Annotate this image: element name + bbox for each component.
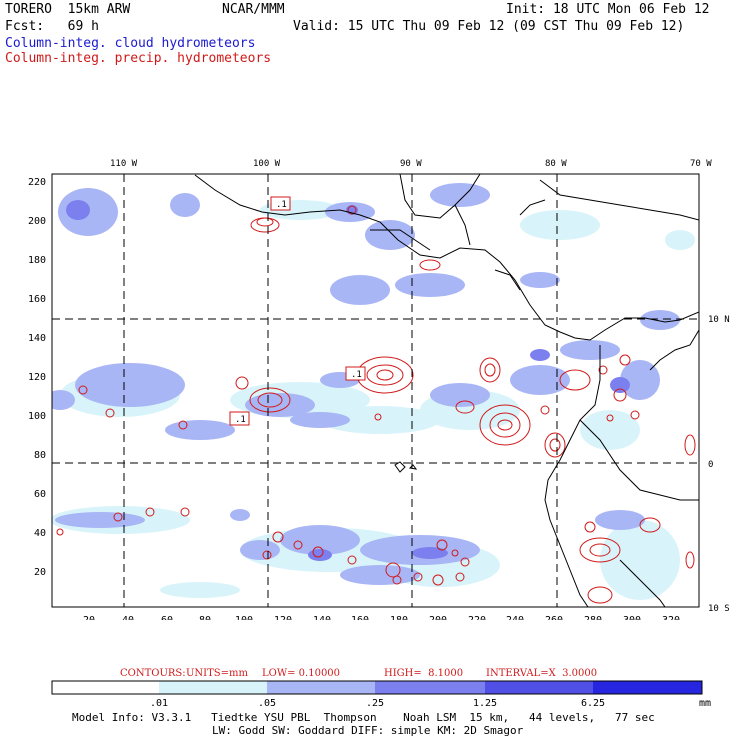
- x-tick-label: 160: [351, 615, 369, 620]
- y-tick-label: 140: [28, 333, 46, 344]
- contour-value-labels: .1 .1 .1: [229, 196, 366, 426]
- lon-label-100w: 100 W: [253, 159, 281, 169]
- y-tick-label: 160: [28, 294, 46, 305]
- y-tick-label: 40: [34, 528, 46, 539]
- colorbar-segment: [52, 681, 159, 694]
- colorbar-segment: [593, 681, 702, 694]
- lon-label-70w: 70 W: [690, 159, 712, 169]
- x-tick-label: 280: [584, 615, 602, 620]
- model-info-line2: LW: Godd SW: Goddard DIFF: simple KM: 2D…: [212, 724, 524, 737]
- colorbar-unit: mm: [699, 698, 711, 709]
- y-tick-label: 60: [34, 489, 46, 500]
- x-tick-label: 320: [662, 615, 680, 620]
- colorbar-segment: [485, 681, 593, 694]
- colorbar-tick: .25: [366, 698, 384, 709]
- x-tick-label: 220: [468, 615, 486, 620]
- lat-label-10s: 10 S: [708, 604, 730, 614]
- contour-info-units: UNITS=mm: [186, 668, 248, 679]
- precip-field-title: Column-integ. precip. hydrometeors: [5, 51, 272, 66]
- colorbar-segment: [159, 681, 267, 694]
- map-plot: 110 W 100 W 90 W 80 W 70 W 10 N 0 10 S: [28, 159, 730, 620]
- x-tick-label: 260: [545, 615, 563, 620]
- y-tick-label: 20: [34, 567, 46, 578]
- contour-info-label: CONTOURS:: [120, 668, 186, 679]
- model-title: TORERO 15km ARW: [5, 2, 131, 17]
- y-tick-label: 200: [28, 216, 46, 227]
- colorbar-tick: 6.25: [581, 698, 605, 709]
- y-tick-label: 100: [28, 411, 46, 422]
- x-tick-label: 140: [313, 615, 331, 620]
- coastlines: [194, 174, 699, 607]
- model-info-line1: Model Info: V3.3.1 Tiedtke YSU PBL Thomp…: [72, 711, 655, 724]
- y-tick-label: 80: [34, 450, 46, 461]
- lat-label-10n: 10 N: [708, 315, 730, 325]
- x-tick-label: 60: [161, 615, 173, 620]
- lon-label-80w: 80 W: [545, 159, 567, 169]
- lon-label-90w: 90 W: [400, 159, 422, 169]
- x-tick-label: 300: [623, 615, 641, 620]
- colorbar-tick: .01: [150, 698, 168, 709]
- valid-time: Valid: 15 UTC Thu 09 Feb 12 (09 CST Thu …: [293, 19, 685, 34]
- colorbar-tick: 1.25: [473, 698, 497, 709]
- contour-label: .1: [235, 415, 246, 425]
- contour-label: .1: [351, 370, 362, 380]
- colorbar: .01 .05 .25 1.25 6.25 mm: [51, 680, 711, 709]
- y-tick-label: 180: [28, 255, 46, 266]
- colorbar-segment: [267, 681, 375, 694]
- contour-info-low: LOW= 0.10000: [262, 668, 341, 679]
- organization-label: NCAR/MMM: [222, 2, 285, 17]
- x-tick-label: 180: [390, 615, 408, 620]
- x-tick-label: 100: [235, 615, 253, 620]
- x-tick-label: 120: [274, 615, 292, 620]
- contour-info-high: HIGH= 8.1000: [384, 668, 464, 679]
- x-tick-label: 40: [122, 615, 134, 620]
- graticule: [52, 174, 699, 607]
- x-tick-label: 80: [199, 615, 211, 620]
- lat-label-0: 0: [708, 460, 713, 470]
- y-tick-label: 120: [28, 372, 46, 383]
- precip-contours: [56, 205, 696, 604]
- forecast-hour: Fcst: 69 h: [5, 19, 99, 34]
- contour-info-interval: INTERVAL=X 3.0000: [486, 668, 598, 679]
- init-time: Init: 18 UTC Mon 06 Feb 12: [506, 2, 710, 17]
- colorbar-tick: .05: [258, 698, 276, 709]
- map-frame: [51, 173, 700, 608]
- x-axis: 20 40 60 80 100 120 140 160 180 200 220 …: [83, 615, 680, 620]
- x-tick-label: 240: [506, 615, 524, 620]
- colorbar-segment: [375, 681, 485, 694]
- x-tick-label: 20: [83, 615, 95, 620]
- y-axis: 220 200 180 160 140 120 100 80 60 40 20: [28, 177, 46, 578]
- x-tick-label: 200: [429, 615, 447, 620]
- cloud-field-title: Column-integ. cloud hydrometeors: [5, 36, 256, 51]
- contour-label: .1: [276, 200, 287, 210]
- lon-label-110w: 110 W: [110, 159, 138, 169]
- y-tick-label: 220: [28, 177, 46, 188]
